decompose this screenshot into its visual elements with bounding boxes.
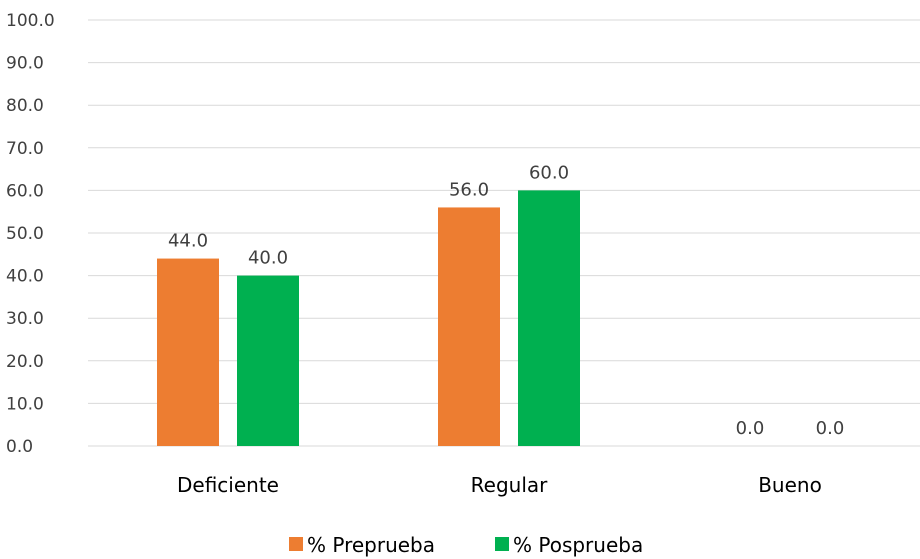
data-label: 40.0 [248, 248, 288, 269]
y-tick-label: 50.0 [6, 224, 44, 244]
bar [237, 275, 299, 446]
y-tick-label: 0.0 [6, 437, 33, 457]
data-label: 60.0 [529, 162, 569, 183]
y-tick-label: 90.0 [6, 54, 44, 74]
y-tick-label: 30.0 [6, 309, 44, 329]
x-category-label: Regular [471, 473, 548, 497]
y-tick-label: 20.0 [6, 352, 44, 372]
y-tick-label: 60.0 [6, 181, 44, 201]
legend-swatch [495, 537, 509, 551]
legend-label: % Preprueba [307, 533, 435, 557]
y-axis-ticks: 0.0 10.0 20.0 30.0 40.0 50.0 60.0 70.0 80.0 90.0 1… [6, 11, 55, 457]
legend-item: % Posprueba [495, 533, 643, 557]
y-tick-label: 100.0 [6, 11, 55, 31]
legend: % Preprueba % Posprueba [289, 533, 643, 557]
x-axis-categories: Deficiente Regular Bueno [177, 473, 822, 497]
data-label: 56.0 [449, 179, 489, 200]
x-category-label: Deficiente [177, 473, 279, 497]
y-tick-label: 80.0 [6, 96, 44, 116]
bar [438, 207, 500, 446]
bar [518, 190, 580, 446]
data-label: 0.0 [816, 418, 845, 439]
data-label: 44.0 [168, 231, 208, 252]
data-label: 0.0 [736, 418, 765, 439]
legend-swatch [289, 537, 303, 551]
y-tick-label: 40.0 [6, 267, 44, 287]
legend-item: % Preprueba [289, 533, 435, 557]
bar [157, 258, 219, 446]
legend-label: % Posprueba [513, 533, 643, 557]
y-tick-label: 70.0 [6, 139, 44, 159]
x-category-label: Bueno [758, 473, 822, 497]
gridlines [88, 19, 920, 447]
bars [157, 190, 580, 446]
data-labels: 44.0 56.0 0.0 40.0 60.0 0.0 [168, 162, 844, 439]
y-tick-label: 10.0 [6, 394, 44, 414]
